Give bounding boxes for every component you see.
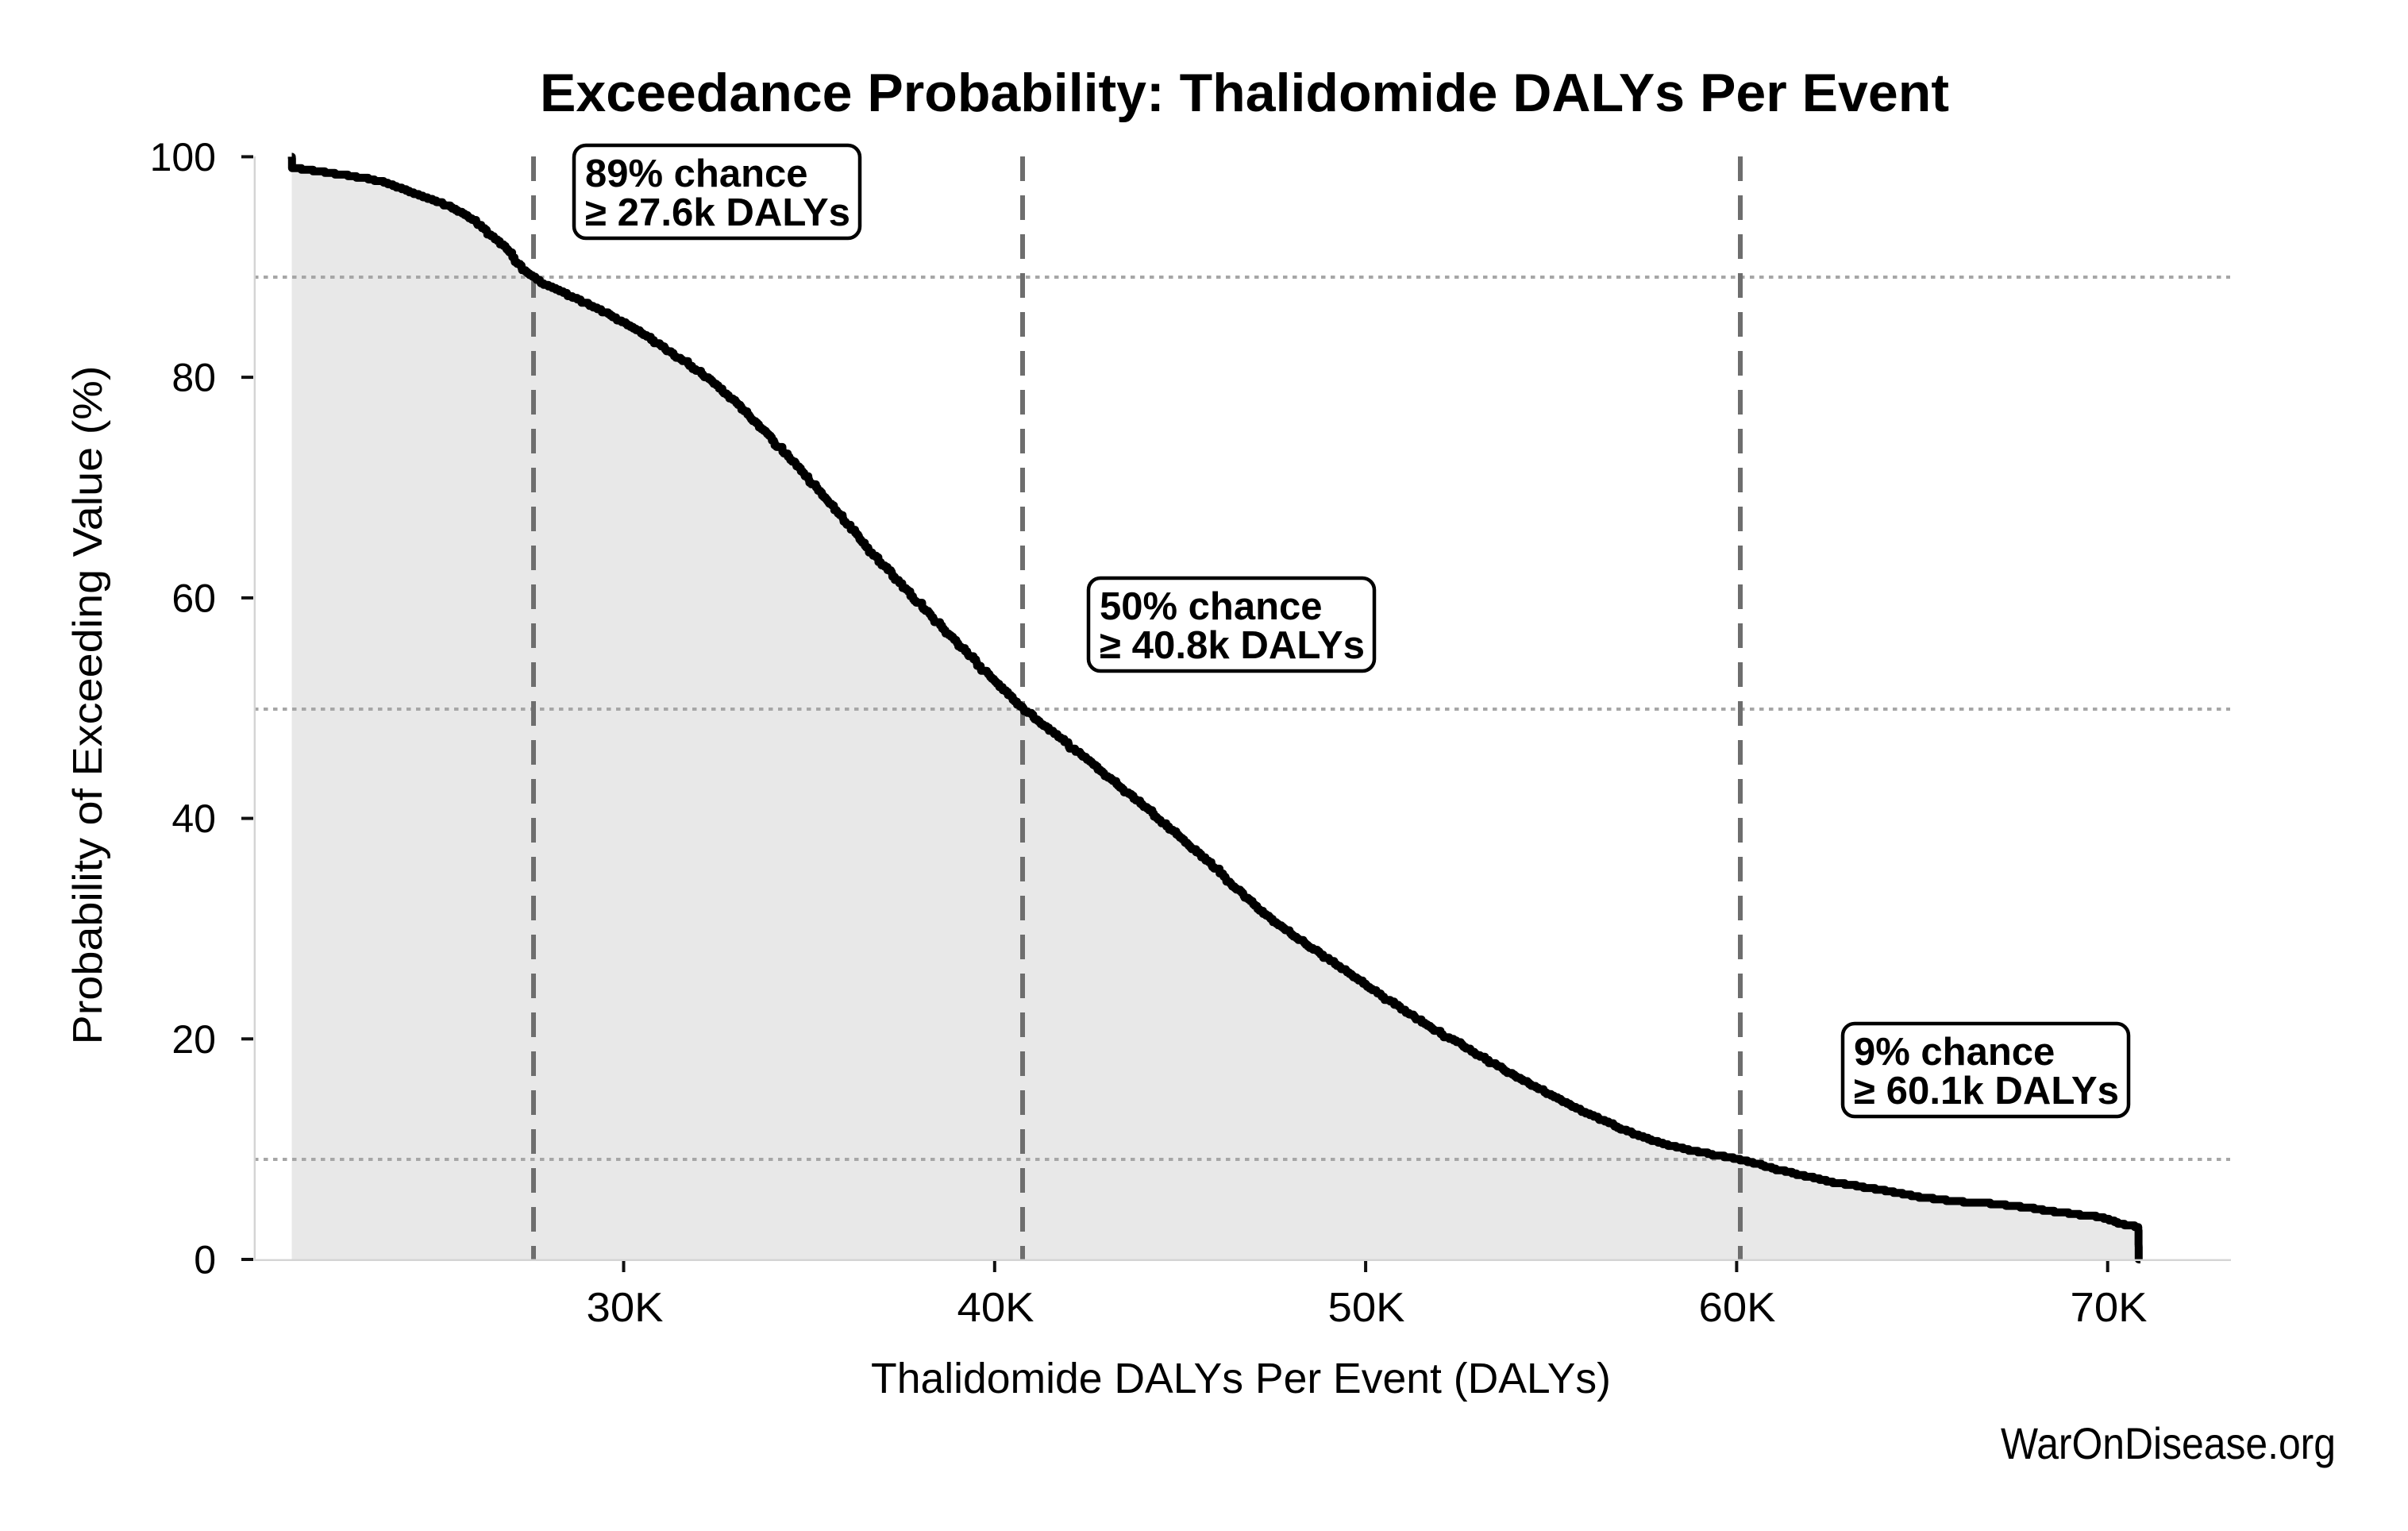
svg-text:50K: 50K xyxy=(1328,1285,1405,1331)
svg-text:89% chance: 89% chance xyxy=(585,152,808,195)
svg-text:≥ 27.6k DALYs: ≥ 27.6k DALYs xyxy=(585,191,850,234)
svg-text:20: 20 xyxy=(171,1017,216,1062)
svg-text:Exceedance Probability: Thalid: Exceedance Probability: Thalidomide DALY… xyxy=(540,63,1949,123)
svg-text:≥ 40.8k DALYs: ≥ 40.8k DALYs xyxy=(1100,624,1365,667)
svg-text:40: 40 xyxy=(171,796,216,841)
svg-text:Thalidomide DALYs Per Event (D: Thalidomide DALYs Per Event (DALYs) xyxy=(871,1355,1611,1402)
svg-text:80: 80 xyxy=(171,356,216,400)
svg-text:40K: 40K xyxy=(957,1285,1034,1331)
svg-text:50% chance: 50% chance xyxy=(1100,585,1323,628)
svg-text:≥ 60.1k DALYs: ≥ 60.1k DALYs xyxy=(1854,1070,2119,1113)
svg-text:30K: 30K xyxy=(587,1285,664,1331)
svg-text:WarOnDisease.org: WarOnDisease.org xyxy=(2001,1418,2336,1468)
svg-text:60: 60 xyxy=(171,576,216,620)
svg-text:60K: 60K xyxy=(1699,1285,1776,1331)
svg-text:9% chance: 9% chance xyxy=(1854,1031,2055,1074)
svg-text:Probability of Exceeding Value: Probability of Exceeding Value (%) xyxy=(65,366,111,1045)
svg-text:100: 100 xyxy=(150,135,216,179)
svg-text:0: 0 xyxy=(194,1238,216,1282)
svg-text:70K: 70K xyxy=(2071,1285,2148,1331)
